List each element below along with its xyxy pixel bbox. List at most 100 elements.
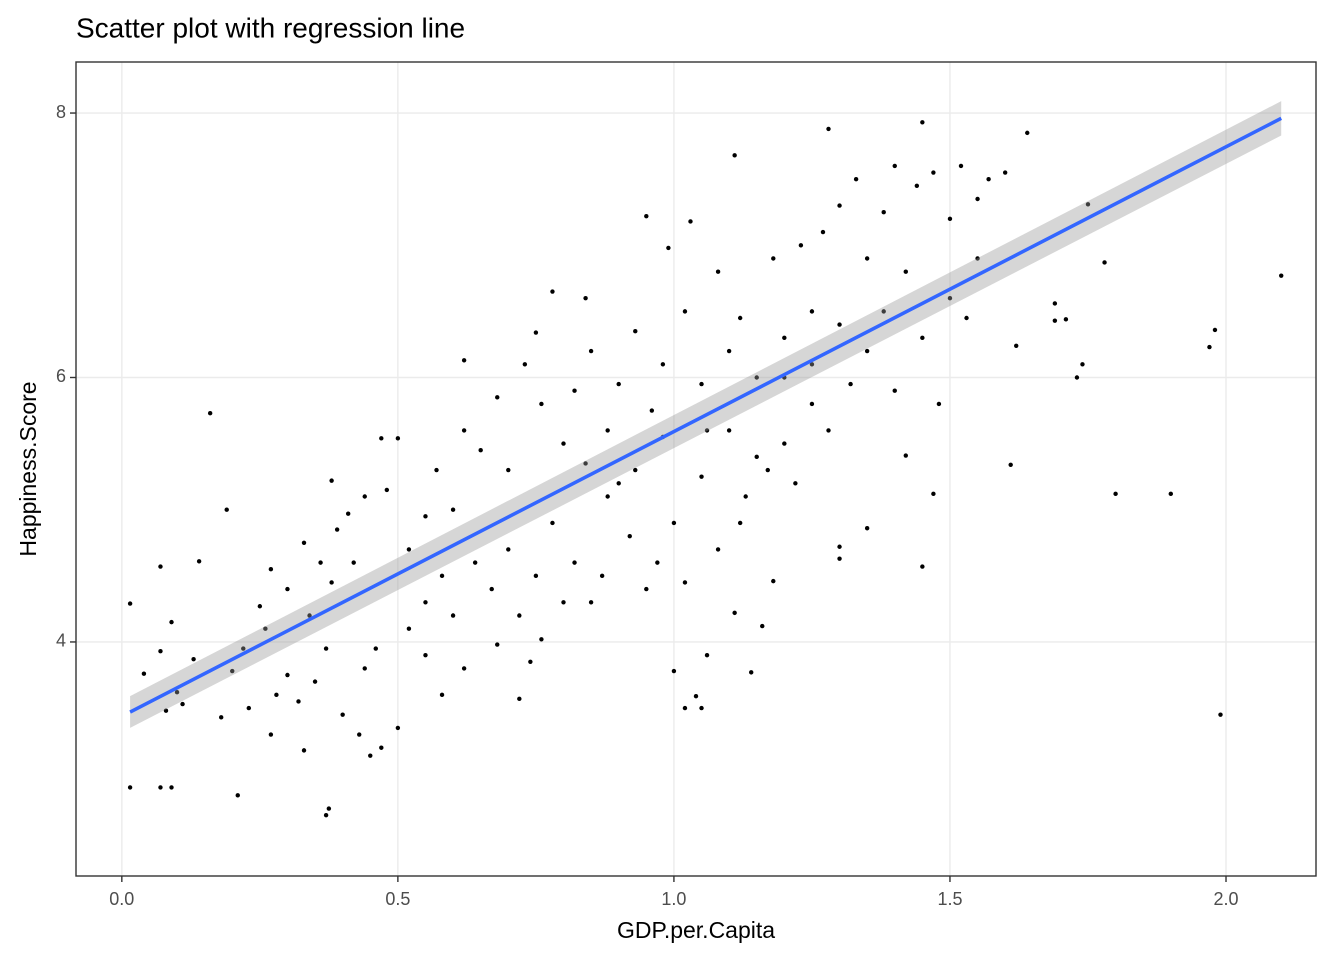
point bbox=[732, 153, 737, 158]
point bbox=[472, 560, 478, 565]
point bbox=[1168, 491, 1173, 497]
point bbox=[699, 474, 704, 479]
point bbox=[434, 467, 439, 473]
point bbox=[760, 623, 765, 629]
point bbox=[423, 652, 428, 658]
point bbox=[345, 511, 351, 516]
point bbox=[754, 375, 759, 380]
point bbox=[379, 745, 384, 750]
point bbox=[323, 812, 329, 818]
point bbox=[914, 183, 920, 188]
x-tick-label: 1.5 bbox=[937, 889, 962, 909]
point bbox=[423, 600, 428, 605]
point bbox=[633, 329, 638, 334]
point bbox=[864, 256, 870, 261]
point bbox=[1102, 260, 1107, 265]
point bbox=[826, 126, 831, 132]
point bbox=[837, 556, 842, 561]
point bbox=[649, 408, 655, 413]
point bbox=[450, 507, 456, 512]
point bbox=[478, 448, 483, 453]
point bbox=[241, 646, 246, 651]
point bbox=[406, 547, 412, 552]
point bbox=[881, 309, 886, 314]
point bbox=[169, 619, 174, 625]
point bbox=[809, 362, 815, 367]
point bbox=[351, 560, 356, 565]
point bbox=[461, 666, 467, 671]
point bbox=[920, 564, 925, 569]
point bbox=[771, 256, 776, 261]
point bbox=[506, 467, 511, 473]
point bbox=[423, 514, 428, 519]
point bbox=[682, 705, 688, 711]
point bbox=[958, 163, 964, 169]
point bbox=[395, 725, 401, 731]
point bbox=[947, 295, 953, 301]
point bbox=[539, 401, 544, 407]
point bbox=[495, 395, 500, 400]
point bbox=[406, 626, 412, 631]
x-tick-label: 0.5 bbox=[385, 889, 410, 909]
point bbox=[158, 564, 163, 569]
point bbox=[975, 196, 980, 202]
point bbox=[826, 428, 831, 433]
point bbox=[1212, 327, 1218, 333]
point bbox=[301, 540, 307, 545]
point bbox=[644, 213, 649, 219]
point bbox=[395, 436, 401, 441]
point bbox=[384, 487, 390, 493]
point bbox=[207, 410, 213, 416]
point bbox=[743, 494, 748, 499]
point bbox=[539, 637, 544, 642]
point bbox=[655, 560, 660, 565]
point bbox=[368, 753, 373, 758]
point bbox=[158, 649, 163, 654]
point bbox=[726, 428, 732, 433]
point bbox=[837, 203, 842, 208]
point bbox=[127, 785, 133, 790]
point bbox=[693, 693, 699, 699]
point bbox=[340, 712, 345, 717]
point bbox=[379, 436, 384, 441]
point bbox=[334, 527, 340, 532]
point bbox=[715, 269, 721, 274]
point bbox=[285, 586, 290, 592]
point bbox=[853, 176, 859, 182]
point bbox=[224, 507, 229, 512]
point bbox=[158, 785, 163, 790]
point bbox=[605, 428, 610, 433]
point bbox=[246, 705, 252, 711]
point bbox=[809, 309, 815, 314]
point bbox=[357, 732, 362, 737]
point bbox=[583, 461, 588, 466]
point bbox=[892, 163, 897, 169]
point bbox=[699, 381, 704, 387]
point bbox=[318, 560, 323, 565]
point bbox=[230, 668, 235, 674]
point bbox=[605, 494, 610, 499]
point bbox=[517, 696, 522, 702]
chart-title: Scatter plot with regression line bbox=[76, 12, 465, 43]
point bbox=[219, 715, 224, 720]
y-tick-label: 4 bbox=[56, 631, 66, 651]
point bbox=[1002, 170, 1008, 175]
point bbox=[196, 559, 202, 564]
point bbox=[704, 652, 710, 658]
point bbox=[771, 578, 776, 584]
point bbox=[820, 229, 826, 235]
point bbox=[174, 690, 180, 695]
point bbox=[439, 573, 445, 579]
point bbox=[268, 567, 274, 572]
point bbox=[782, 335, 787, 341]
point bbox=[782, 441, 787, 446]
point bbox=[737, 520, 743, 526]
point bbox=[798, 243, 804, 248]
point bbox=[362, 666, 367, 671]
point bbox=[274, 692, 279, 698]
point bbox=[793, 481, 798, 486]
point bbox=[323, 646, 329, 651]
point bbox=[312, 679, 318, 684]
point bbox=[616, 381, 621, 387]
